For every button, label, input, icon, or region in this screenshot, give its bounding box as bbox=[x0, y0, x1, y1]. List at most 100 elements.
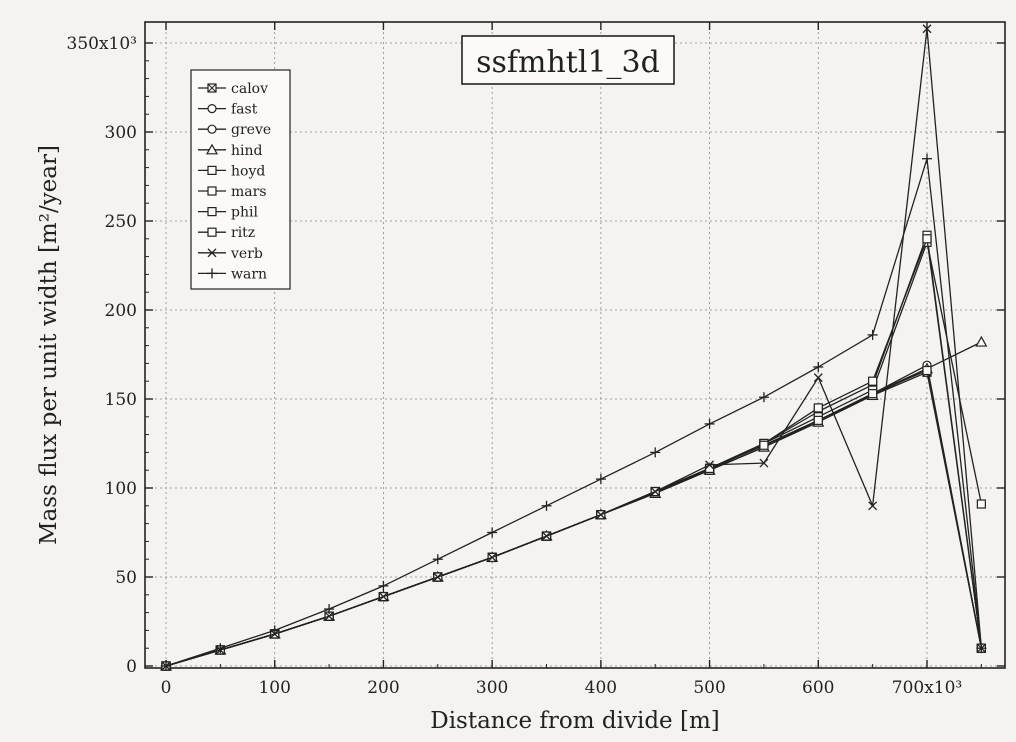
series-hoyd bbox=[161, 230, 986, 671]
marker-plus bbox=[269, 625, 280, 636]
marker-square bbox=[207, 227, 217, 237]
marker-plus bbox=[922, 153, 932, 164]
marker-square bbox=[813, 403, 823, 413]
marker-x bbox=[813, 373, 823, 383]
legend-item-phil: phil bbox=[198, 205, 258, 221]
marker-circle bbox=[207, 103, 217, 114]
x-tick-label: 600 bbox=[802, 678, 834, 698]
legend-item-hind: hind bbox=[198, 143, 263, 159]
legend-item-warn: warn bbox=[198, 266, 267, 282]
marker-plus bbox=[704, 418, 715, 429]
marker-plus bbox=[432, 554, 443, 565]
marker-square bbox=[976, 499, 986, 509]
marker-x-b bbox=[378, 592, 388, 602]
legend-item-hoyd: hoyd bbox=[198, 163, 265, 179]
y-tick-label: 200 bbox=[105, 301, 137, 321]
legend-label: warn bbox=[231, 266, 267, 282]
marker-circle bbox=[207, 124, 217, 134]
marker-x-b bbox=[542, 531, 551, 541]
marker-square bbox=[813, 403, 823, 413]
marker-square bbox=[759, 440, 769, 450]
plot-frame bbox=[144, 21, 1006, 669]
marker-square-x bbox=[207, 83, 217, 93]
series-layer bbox=[159, 24, 988, 671]
marker-triangle bbox=[205, 143, 219, 155]
marker-square bbox=[922, 234, 932, 244]
marker-x bbox=[650, 487, 660, 497]
legend-label: ritz bbox=[231, 225, 255, 241]
series-line-phil bbox=[165, 238, 983, 667]
marker-x-b bbox=[705, 460, 715, 470]
marker-square bbox=[207, 207, 217, 217]
marker-triangle bbox=[975, 335, 988, 347]
marker-triangle bbox=[205, 143, 219, 155]
marker-x bbox=[868, 501, 878, 511]
axis-ticks: 0 100 200 300 400 500 600 700x10³ 0 50 100 150 200 25… bbox=[67, 22, 1005, 698]
marker-plus bbox=[324, 604, 335, 615]
y-tick-label: 250 bbox=[105, 212, 137, 232]
marker-plus bbox=[813, 361, 824, 372]
y-tick-label: 300 bbox=[105, 123, 137, 143]
marker-x-b bbox=[433, 572, 443, 582]
marker-plus bbox=[976, 643, 987, 654]
marker-square bbox=[922, 365, 932, 376]
marker-square bbox=[922, 365, 932, 376]
marker-square bbox=[922, 234, 932, 244]
marker-square bbox=[207, 165, 217, 175]
legend-item-fast: fast bbox=[198, 102, 258, 118]
y-tick-label: 100 bbox=[105, 479, 137, 499]
marker-x-b bbox=[207, 248, 217, 258]
legend-item-mars: mars bbox=[198, 184, 267, 200]
marker-x bbox=[487, 552, 497, 562]
marker-plus bbox=[541, 500, 552, 511]
y-tick-label: 150 bbox=[105, 390, 137, 410]
marker-square bbox=[868, 389, 878, 399]
marker-square bbox=[207, 186, 217, 196]
y-tick-label: 350x10³ bbox=[67, 34, 137, 54]
chart-title: ssfmhtl1_3d bbox=[476, 45, 660, 80]
marker-square bbox=[813, 415, 823, 425]
legend-item-verb: verb bbox=[198, 246, 263, 262]
marker-plus bbox=[650, 447, 661, 458]
marker-square bbox=[868, 389, 878, 399]
legend-label: fast bbox=[231, 102, 258, 118]
marker-x-b bbox=[868, 501, 878, 511]
marker-plus bbox=[207, 268, 217, 279]
marker-square bbox=[207, 165, 217, 175]
series-line-hoyd bbox=[165, 234, 983, 667]
marker-plus bbox=[867, 329, 878, 340]
marker-x bbox=[433, 572, 443, 582]
marker-square bbox=[868, 376, 878, 386]
legend-label: hoyd bbox=[231, 163, 265, 179]
marker-circle bbox=[207, 124, 217, 134]
x-tick-label: 500 bbox=[693, 678, 725, 698]
x-tick-label: 300 bbox=[476, 678, 508, 698]
marker-x bbox=[596, 510, 606, 520]
x-axis-label: Distance from divide [m] bbox=[430, 708, 719, 734]
series-fast bbox=[161, 364, 986, 671]
series-line-mars bbox=[165, 241, 983, 667]
legend-label: phil bbox=[231, 205, 258, 221]
marker-triangle bbox=[975, 335, 988, 347]
marker-plus bbox=[595, 474, 606, 485]
marker-square bbox=[976, 499, 986, 509]
series-calov bbox=[161, 367, 986, 671]
series-line-hind bbox=[165, 341, 982, 667]
series-ritz bbox=[161, 365, 986, 671]
marker-square bbox=[868, 376, 878, 386]
marker-x bbox=[759, 458, 769, 468]
marker-x bbox=[378, 592, 388, 602]
series-line-fast bbox=[165, 368, 983, 667]
marker-x-b bbox=[650, 487, 660, 497]
series-warn bbox=[161, 153, 987, 671]
x-tick-label: 0 bbox=[161, 678, 172, 698]
series-line-ritz bbox=[165, 369, 983, 667]
series-line-verb bbox=[165, 28, 983, 667]
series-greve bbox=[161, 360, 986, 671]
x-tick-label: 100 bbox=[258, 678, 290, 698]
series-phil bbox=[161, 234, 986, 671]
marker-circle bbox=[207, 103, 217, 114]
x-tick-label: 200 bbox=[367, 678, 399, 698]
series-line-greve bbox=[165, 364, 983, 667]
